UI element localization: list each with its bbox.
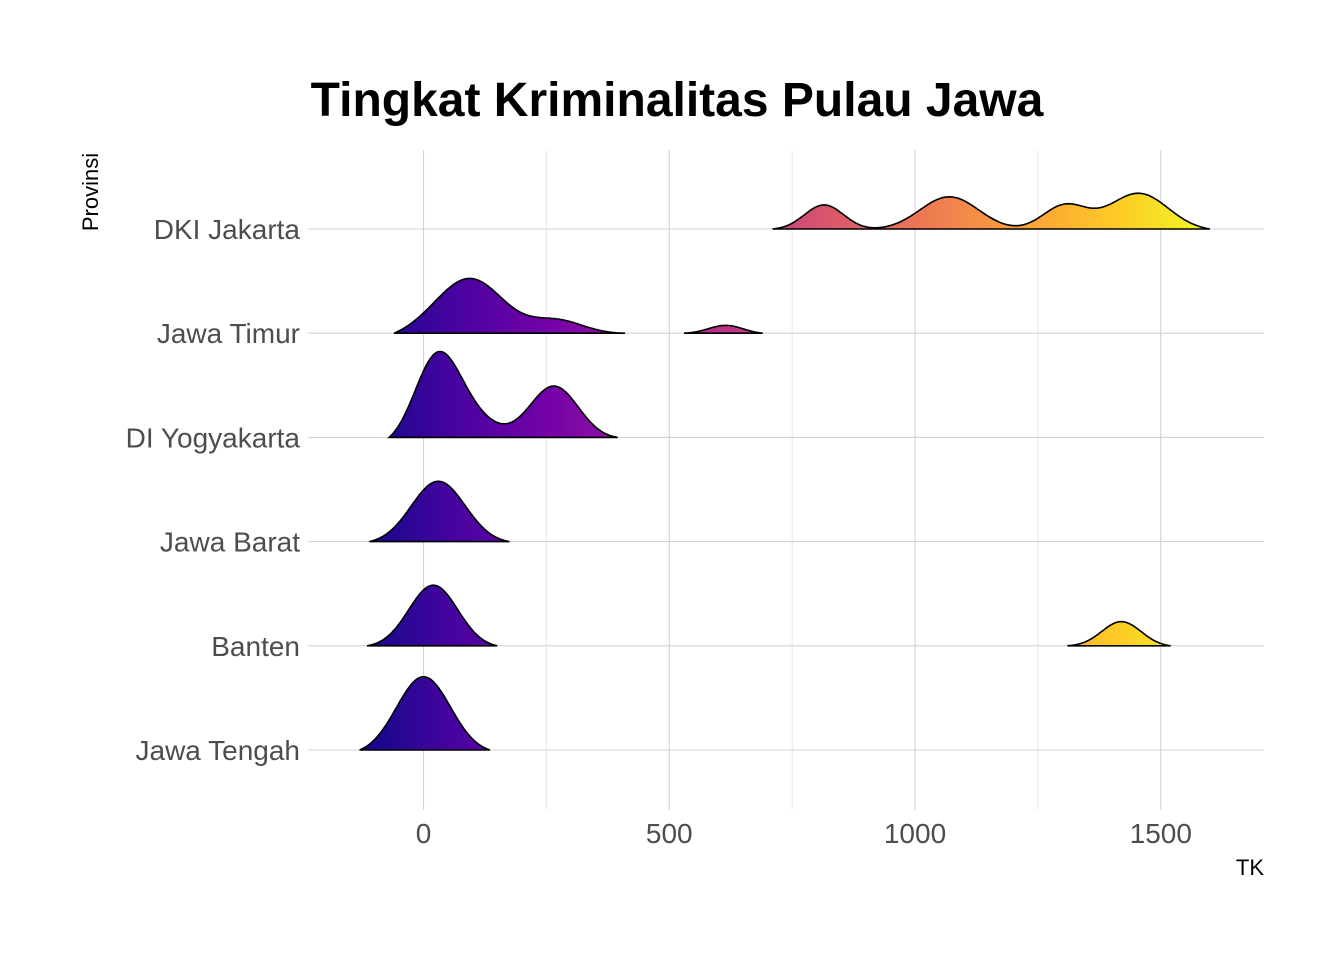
y-tick-label: DI Yogyakarta (126, 422, 301, 453)
x-tick-label: 1000 (884, 818, 946, 849)
x-tick-label: 1500 (1130, 818, 1192, 849)
y-tick-label: Jawa Barat (160, 527, 300, 558)
ridge-banten (366, 584, 498, 647)
ridge-jawa-barat (369, 480, 510, 543)
y-tick-labels: Jawa Tengah Banten Jawa Barat DI Yogyakarta… (126, 214, 301, 766)
ridge-jawa-timur (393, 277, 625, 334)
ridge-jawa-timur-secondary (684, 324, 763, 334)
ridge-di-yogyakarta (387, 350, 618, 439)
ridge-jawa-tengah (359, 676, 491, 751)
x-tick-labels: 0 500 1000 1500 (416, 818, 1192, 849)
x-tick-label: 0 (416, 818, 432, 849)
chart-title: Tingkat Kriminalitas Pulau Jawa (311, 74, 1044, 127)
y-tick-label: Jawa Tengah (136, 735, 301, 766)
ridges (359, 192, 1211, 751)
x-axis-title: TK (1236, 855, 1264, 880)
y-tick-label: DKI Jakarta (154, 214, 301, 245)
ridge-dki-jakarta (772, 192, 1211, 230)
y-axis-title: Provinsi (78, 153, 103, 231)
y-tick-label: Banten (211, 631, 300, 662)
x-tick-label: 500 (646, 818, 693, 849)
y-tick-label: Jawa Timur (157, 318, 300, 349)
ridge-banten-secondary (1067, 620, 1171, 647)
